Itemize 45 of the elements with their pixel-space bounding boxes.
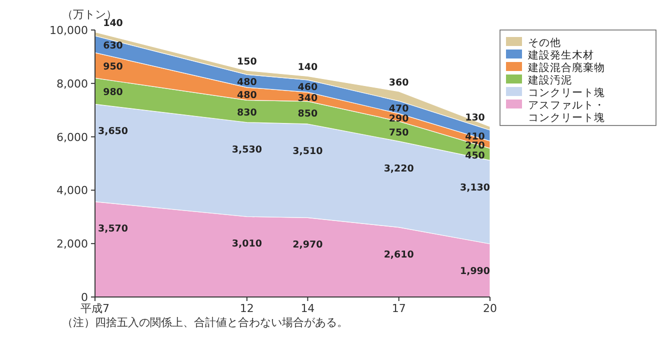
data-label: 1,990 <box>460 266 490 277</box>
legend-label: アスファルト・コンクリート塊 <box>528 100 605 124</box>
data-label: 830 <box>237 107 258 118</box>
data-label: 140 <box>103 18 124 30</box>
data-label: 480 <box>237 90 258 101</box>
y-tick-label: 10,000 <box>50 24 88 37</box>
text: コンクリート塊 <box>528 87 605 99</box>
x-tick-label: 平成7 <box>80 302 110 315</box>
y-tick-label: 2,000 <box>56 238 88 251</box>
data-label: 2,610 <box>384 249 414 260</box>
data-label: 150 <box>237 56 258 68</box>
legend-label: 建設混合廃棄物 <box>527 61 605 74</box>
data-label: 480 <box>237 76 258 88</box>
data-label: 750 <box>388 127 410 138</box>
x-tick-label: 12 <box>240 302 254 315</box>
data-label: 3,220 <box>384 163 414 174</box>
data-label: 2,970 <box>292 240 324 251</box>
data-label: 950 <box>103 61 124 72</box>
y-tick-label: 0 <box>81 291 88 304</box>
data-label: 3,010 <box>232 238 262 250</box>
y-tick-label: 4,000 <box>56 184 88 198</box>
data-label: 980 <box>103 87 124 98</box>
data-label: 630 <box>103 40 124 52</box>
data-label: 130 <box>465 112 486 124</box>
x-tick-label: 17 <box>392 302 406 315</box>
legend-label: 建設汚泥 <box>527 74 572 86</box>
data-label: 140 <box>298 62 318 74</box>
data-label: 850 <box>298 108 318 120</box>
legend-label: 建設発生木材 <box>527 48 594 62</box>
y-tick-label: 6,000 <box>56 130 88 144</box>
data-label: 460 <box>298 82 318 94</box>
data-label: 340 <box>298 92 318 104</box>
data-label: 3,570 <box>98 224 128 235</box>
data-label: 360 <box>388 77 410 88</box>
data-label: 3,650 <box>98 126 128 138</box>
y-tick-label: 8,000 <box>56 77 88 90</box>
data-label: 3,510 <box>292 146 324 157</box>
data-label: 3,530 <box>232 144 262 156</box>
data-label: 3,130 <box>460 182 490 194</box>
text: （注）四捨五入の関係上、合計値と合わない場合がある。 <box>62 316 348 329</box>
x-tick-label: 20 <box>483 302 497 315</box>
legend-label: その他 <box>528 37 561 49</box>
x-tick-label: 14 <box>300 302 315 315</box>
data-label: 270 <box>465 140 486 152</box>
data-label: 470 <box>388 103 410 114</box>
